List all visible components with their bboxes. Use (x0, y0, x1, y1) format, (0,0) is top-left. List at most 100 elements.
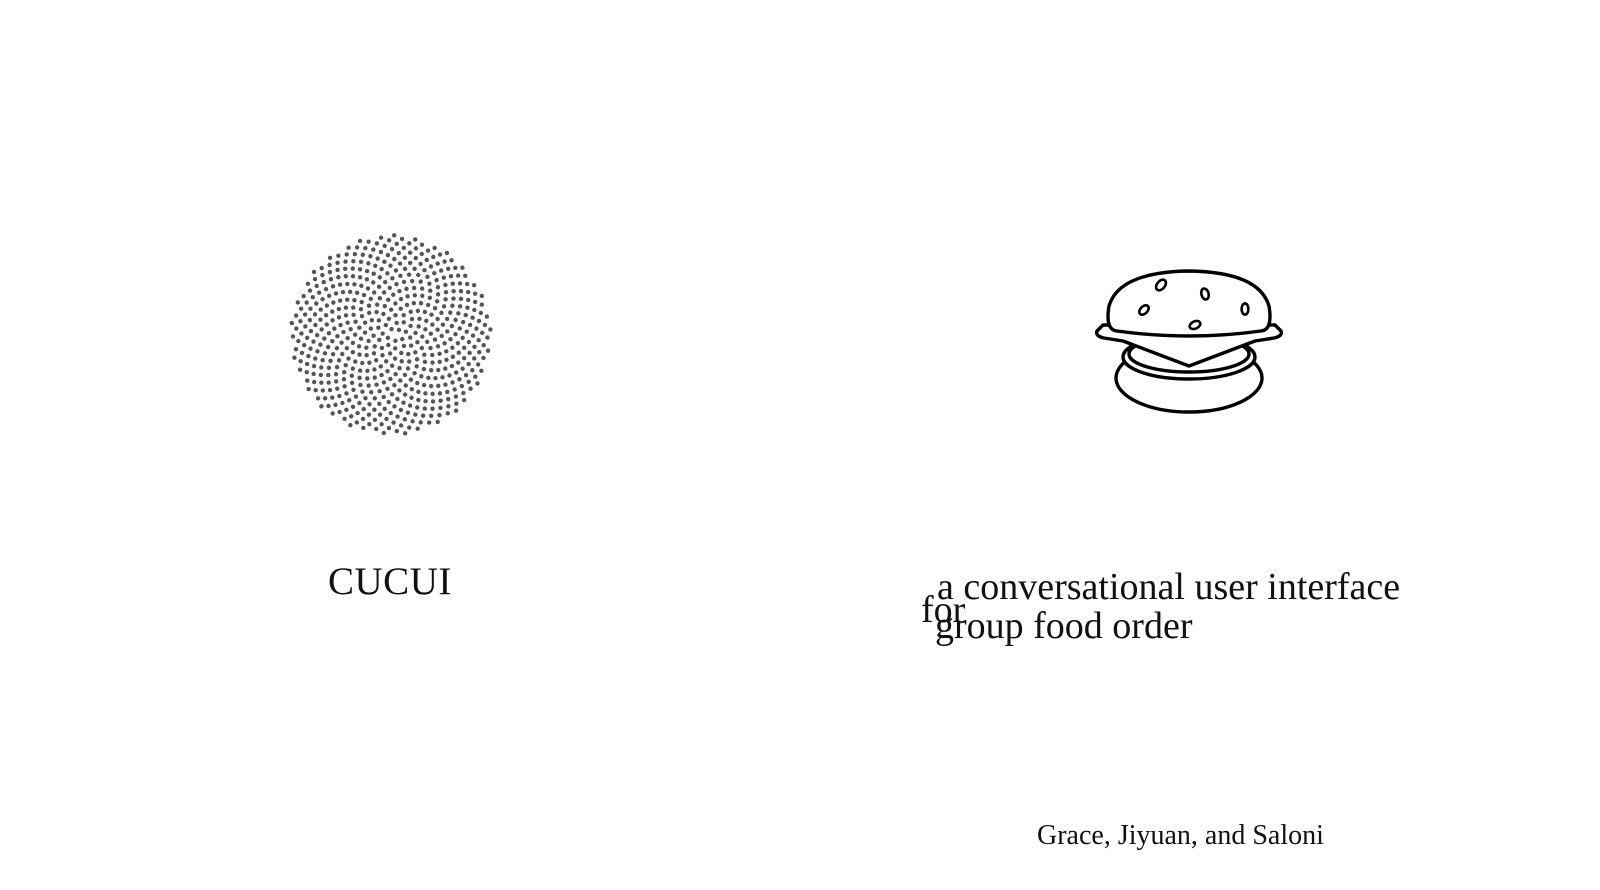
logo-dot (463, 312, 468, 318)
logo-dot (382, 259, 387, 264)
logo-dot (418, 279, 423, 284)
logo-dot (421, 366, 427, 372)
logo-dot (378, 364, 384, 369)
logo-dot (368, 296, 373, 302)
logo-dot (376, 325, 381, 330)
logo-dot (354, 290, 360, 295)
logo-dot (393, 338, 398, 344)
dot-spiral-icon (289, 233, 493, 436)
logo-dot (346, 356, 351, 361)
logo-dot (367, 401, 372, 407)
logo-dot (435, 261, 440, 266)
logo-dot (470, 368, 475, 373)
logo-dot (414, 364, 419, 369)
logo-dot (416, 397, 421, 403)
logo-dot (343, 274, 348, 279)
logo-dot (400, 336, 405, 342)
logo-dot (341, 377, 347, 382)
logo-dot (441, 275, 446, 280)
logo-dot (326, 293, 332, 299)
logo-dot (437, 351, 442, 357)
logo-dot (479, 302, 484, 307)
logo-dot (453, 394, 459, 399)
logo-dot (337, 393, 342, 399)
logo-dot (337, 409, 342, 415)
logo-dot (318, 317, 323, 322)
logo-dot (320, 272, 325, 278)
logo-dot (392, 356, 398, 361)
logo-dot (450, 380, 455, 385)
logo-dot (446, 266, 451, 271)
logo-dot (321, 279, 326, 285)
sesame-seed (1137, 303, 1151, 317)
logo-dot (438, 398, 443, 403)
logo-dot (386, 399, 391, 405)
logo-dot (442, 341, 447, 346)
logo-dot (360, 252, 366, 257)
logo-dot (366, 261, 371, 266)
logo-dot (432, 270, 437, 276)
logo-dot (324, 322, 330, 327)
logo-dot (422, 352, 427, 357)
logo-dot (352, 297, 357, 303)
logo-dot (330, 318, 335, 323)
logo-dot (365, 376, 370, 381)
tagline-word-for: for (921, 589, 966, 631)
logo-dot (364, 277, 370, 282)
logo-dot (416, 324, 421, 329)
logo-dot (453, 265, 458, 271)
logo-dot (304, 300, 309, 305)
logo-dot (457, 304, 463, 309)
logo-dot (318, 307, 323, 312)
logo-dot (396, 327, 402, 333)
logo-dot (330, 411, 335, 416)
logo-dot (319, 265, 324, 271)
logo-dot (342, 416, 347, 421)
logo-dot (411, 300, 417, 306)
logo-dot (399, 359, 404, 364)
logo-dot (336, 306, 342, 312)
logo-dot (467, 322, 473, 328)
logo-dot (343, 313, 349, 318)
logo-dot (357, 275, 363, 280)
logo-dot (457, 377, 462, 382)
logo-dot (340, 351, 345, 357)
logo-dot (439, 333, 444, 339)
logo-dot (422, 309, 428, 315)
logo-dot (399, 350, 404, 356)
logo-dot (345, 335, 350, 341)
logo-dot (438, 405, 443, 411)
logo-dot (425, 248, 431, 253)
logo-dot (450, 354, 456, 359)
logo-dot (455, 273, 461, 278)
logo-dot (445, 329, 450, 334)
logo-dot (413, 255, 418, 261)
logo-dot (423, 398, 428, 404)
logo-dot (333, 291, 339, 296)
logo-dot (435, 285, 441, 290)
logo-dot (423, 327, 428, 332)
logo-dot (371, 333, 376, 338)
logo-dot (476, 337, 481, 343)
logo-dot (376, 318, 382, 323)
logo-dot (429, 312, 434, 317)
logo-dot (375, 256, 380, 261)
logo-dot (365, 286, 371, 291)
logo-dot (406, 272, 412, 277)
logo-dot (435, 292, 441, 297)
logo-dot (352, 332, 358, 337)
logo-dot (403, 329, 409, 334)
logo-dot (394, 282, 399, 287)
logo-dot (312, 276, 318, 282)
logo-dot (478, 310, 484, 316)
sesame-seed (1188, 319, 1202, 331)
logo-dot (322, 351, 328, 356)
logo-dot (354, 245, 360, 250)
logo-dot (335, 386, 340, 391)
logo-dot (389, 392, 395, 397)
logo-dot (307, 317, 313, 323)
logo-dot (448, 337, 453, 342)
logo-dot (414, 357, 420, 362)
logo-dot (335, 333, 340, 339)
logo-dot (365, 368, 370, 374)
